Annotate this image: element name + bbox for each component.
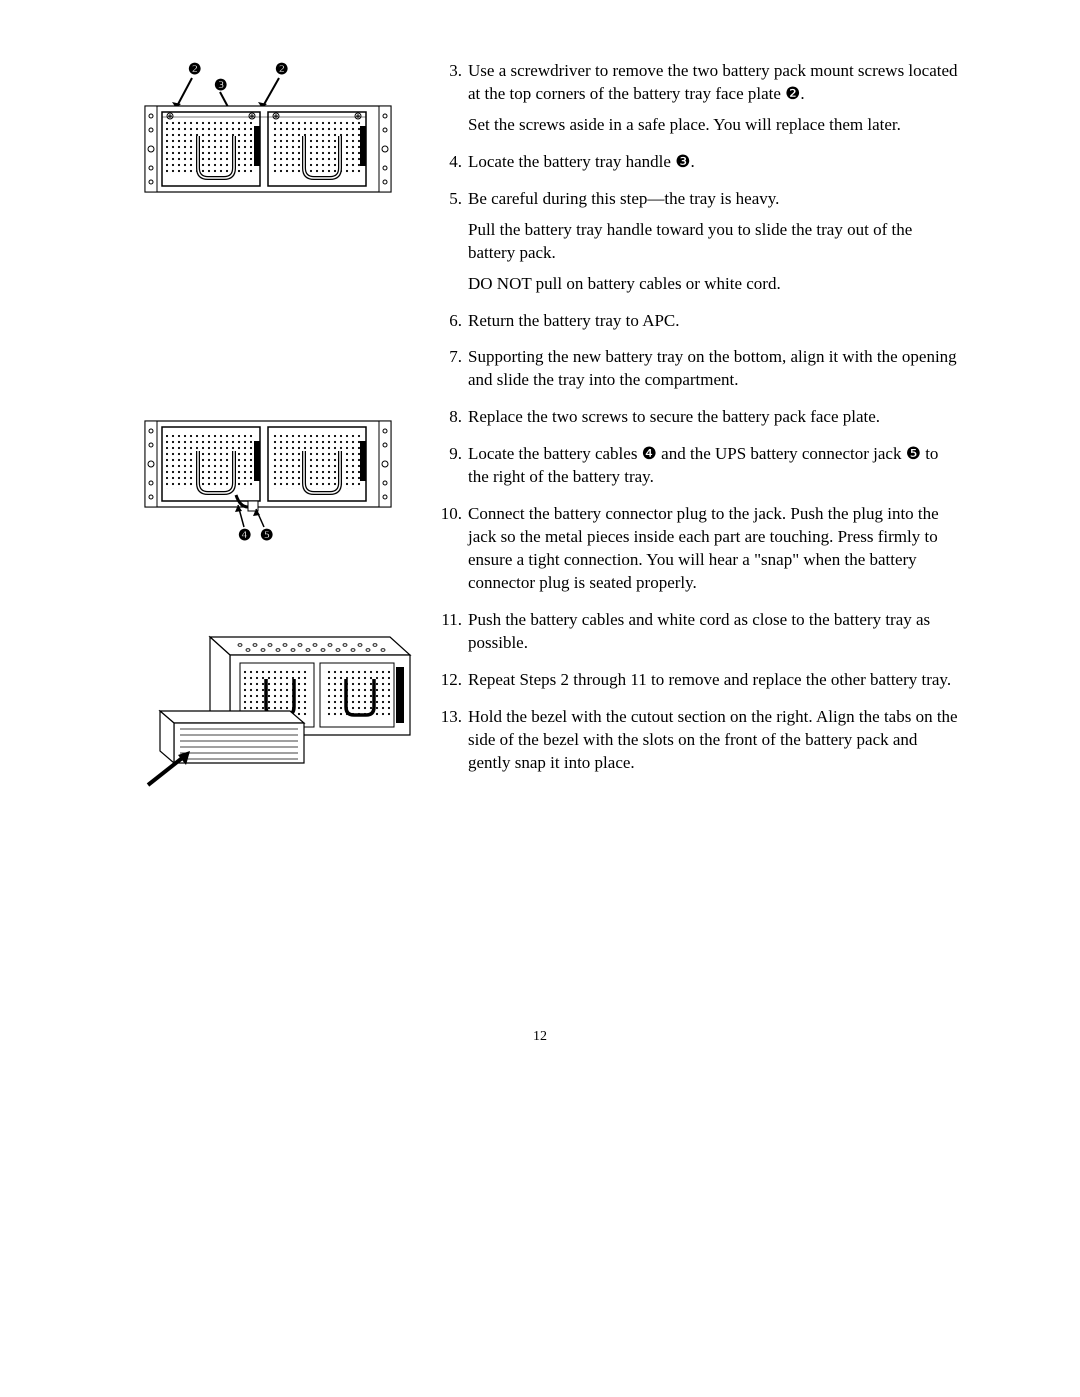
callout-2b: ❷ <box>275 61 288 78</box>
step-paragraph: Replace the two screws to secure the bat… <box>468 406 960 429</box>
step-number: 3. <box>440 60 468 145</box>
figure-3 <box>140 615 410 795</box>
callout-4: ❹ <box>238 527 251 544</box>
step-paragraph: Connect the battery connector plug to th… <box>468 503 960 595</box>
step-body: Repeat Steps 2 through 11 to remove and … <box>468 669 960 700</box>
step-paragraph: Locate the battery cables ❹ and the UPS … <box>468 443 960 489</box>
figure-1: ❷ ❷ ❸ <box>140 60 410 200</box>
figure-2: ❹ ❺ <box>140 415 410 545</box>
step-paragraph: Repeat Steps 2 through 11 to remove and … <box>468 669 960 692</box>
step-paragraph: Push the battery cables and white cord a… <box>468 609 960 655</box>
instruction-step: 12.Repeat Steps 2 through 11 to remove a… <box>440 669 960 700</box>
instruction-step: 13.Hold the bezel with the cutout sectio… <box>440 706 960 783</box>
step-body: Replace the two screws to secure the bat… <box>468 406 960 437</box>
instruction-step: 11.Push the battery cables and white cor… <box>440 609 960 663</box>
step-number: 8. <box>440 406 468 437</box>
step-body: Return the battery tray to APC. <box>468 310 960 341</box>
instruction-step: 4.Locate the battery tray handle ❸. <box>440 151 960 182</box>
step-number: 4. <box>440 151 468 182</box>
step-paragraph: Pull the battery tray handle toward you … <box>468 219 960 265</box>
instruction-step: 7.Supporting the new battery tray on the… <box>440 346 960 400</box>
callout-3: ❸ <box>214 77 227 94</box>
instruction-step: 3.Use a screwdriver to remove the two ba… <box>440 60 960 145</box>
step-number: 7. <box>440 346 468 400</box>
step-number: 6. <box>440 310 468 341</box>
step-number: 5. <box>440 188 468 304</box>
step-paragraph: Be careful during this step—the tray is … <box>468 188 960 211</box>
step-body: Use a screwdriver to remove the two batt… <box>468 60 960 145</box>
step-body: Locate the battery tray handle ❸. <box>468 151 960 182</box>
step-body: Supporting the new battery tray on the b… <box>468 346 960 400</box>
step-number: 10. <box>440 503 468 603</box>
step-number: 11. <box>440 609 468 663</box>
step-paragraph: Set the screws aside in a safe place. Yo… <box>468 114 960 137</box>
step-body: Be careful during this step—the tray is … <box>468 188 960 304</box>
step-number: 9. <box>440 443 468 497</box>
step-paragraph: Supporting the new battery tray on the b… <box>468 346 960 392</box>
instruction-steps: 3.Use a screwdriver to remove the two ba… <box>440 60 960 795</box>
step-body: Push the battery cables and white cord a… <box>468 609 960 663</box>
step-paragraph: Locate the battery tray handle ❸. <box>468 151 960 174</box>
instruction-step: 5.Be careful during this step—the tray i… <box>440 188 960 304</box>
instruction-step: 10.Connect the battery connector plug to… <box>440 503 960 603</box>
callout-2a: ❷ <box>188 61 201 78</box>
step-body: Connect the battery connector plug to th… <box>468 503 960 603</box>
step-paragraph: Hold the bezel with the cutout section o… <box>468 706 960 775</box>
step-number: 13. <box>440 706 468 783</box>
instruction-step: 9.Locate the battery cables ❹ and the UP… <box>440 443 960 497</box>
instruction-step: 6.Return the battery tray to APC. <box>440 310 960 341</box>
step-paragraph: Use a screwdriver to remove the two batt… <box>468 60 960 106</box>
step-body: Hold the bezel with the cutout section o… <box>468 706 960 783</box>
step-number: 12. <box>440 669 468 700</box>
instruction-step: 8.Replace the two screws to secure the b… <box>440 406 960 437</box>
step-paragraph: Return the battery tray to APC. <box>468 310 960 333</box>
step-paragraph: DO NOT pull on battery cables or white c… <box>468 273 960 296</box>
step-body: Locate the battery cables ❹ and the UPS … <box>468 443 960 497</box>
callout-5: ❺ <box>260 527 273 544</box>
page-number: 12 <box>0 1029 1080 1045</box>
